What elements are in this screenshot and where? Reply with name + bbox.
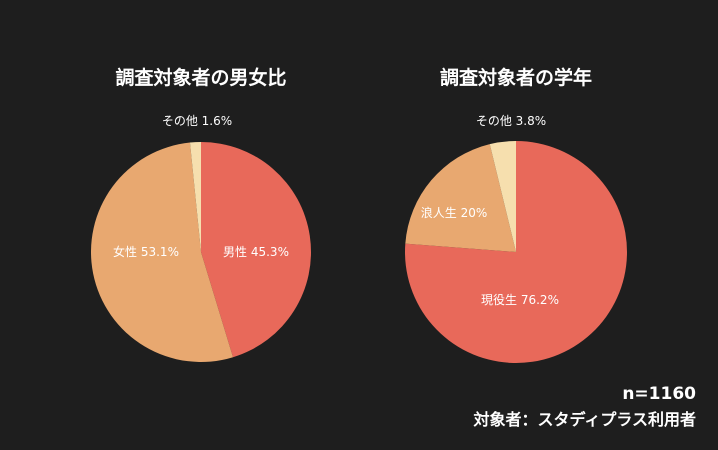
sample-size: n=1160 <box>622 384 696 404</box>
pie-slice-3 <box>189 142 201 252</box>
slice-label: 浪人生 20% <box>421 205 488 220</box>
slice-label: その他 3.8% <box>476 114 546 128</box>
pie-slice-3 <box>489 141 516 252</box>
slice-label: その他 1.6% <box>162 114 232 128</box>
pie-slice-2 <box>405 144 516 252</box>
pie-slice-1 <box>201 142 311 358</box>
pie-slice-2 <box>90 142 234 363</box>
slice-label: 現役生 76.2% <box>481 292 559 307</box>
slice-label: 女性 53.1% <box>113 244 179 259</box>
respondents-note: 対象者：スタディプラス利用者 <box>473 410 696 429</box>
slice-label: 男性 45.3% <box>223 245 289 259</box>
chart-title: 調査対象者の学年 <box>440 66 592 89</box>
chart-title: 調査対象者の男女比 <box>115 66 286 89</box>
